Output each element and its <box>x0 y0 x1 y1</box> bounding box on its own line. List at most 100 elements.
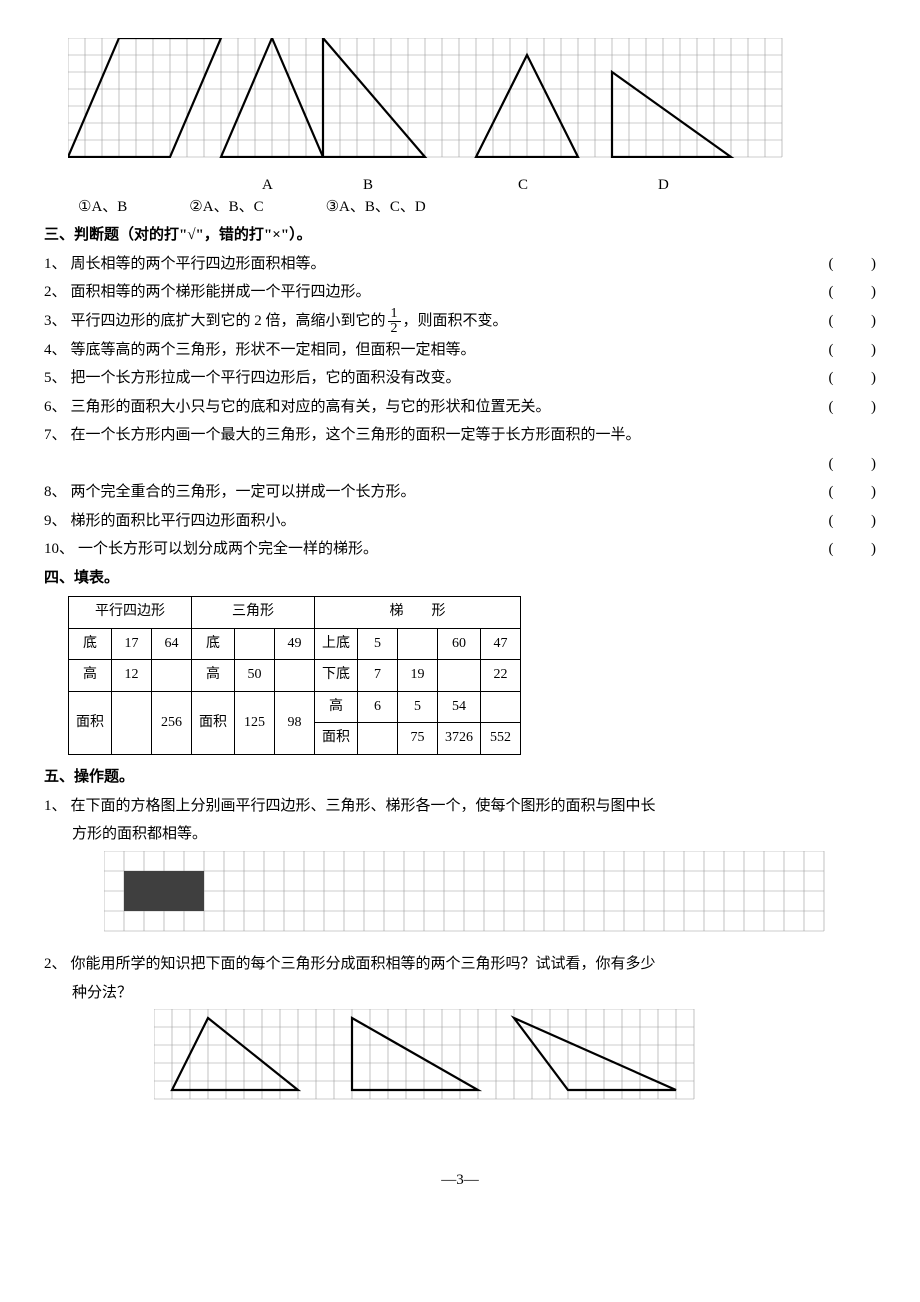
cell: 5 <box>358 628 398 660</box>
cell <box>481 691 521 723</box>
cell <box>358 723 398 755</box>
q-text: 面积相等的两个梯形能拼成一个平行四边形。 <box>71 278 825 307</box>
cell <box>438 660 481 692</box>
judgment-line: 7、在一个长方形内画一个最大的三角形，这个三角形的面积一定等于长方形面积的一半。 <box>44 421 876 450</box>
answer-paren: ( ) <box>829 250 877 279</box>
cell: 上底 <box>315 628 358 660</box>
cell: 12 <box>112 660 152 692</box>
fill-table: 平行四边形 三角形 梯 形 底 17 64 底 49 上底 5 60 47 高 … <box>68 596 521 755</box>
q-num: 10、 <box>44 535 74 564</box>
q-num: 1、 <box>44 250 67 279</box>
q-num: 4、 <box>44 336 67 365</box>
q-text: 在下面的方格图上分别画平行四边形、三角形、梯形各一个，使每个图形的面积与图中长 <box>71 792 876 821</box>
shape-label: B <box>363 171 373 200</box>
heading-4: 四、填表。 <box>44 564 876 593</box>
cell: 高 <box>192 660 235 692</box>
cell <box>275 660 315 692</box>
cell: 64 <box>152 628 192 660</box>
cell <box>398 628 438 660</box>
q-text: 在一个长方形内画一个最大的三角形，这个三角形的面积一定等于长方形面积的一半。 <box>71 421 876 450</box>
cell: 125 <box>235 691 275 754</box>
judgment-line: 5、把一个长方形拉成一个平行四边形后，它的面积没有改变。( ) <box>44 364 876 393</box>
fraction: 12 <box>388 307 401 336</box>
answer-paren: ( ) <box>829 364 877 393</box>
fig-top-options: ①A、B ②A、B、C ③A、B、C、D <box>44 193 876 222</box>
option: ③A、B、C、D <box>326 193 426 222</box>
q-num: 9、 <box>44 507 67 536</box>
answer-paren: ( ) <box>829 278 877 307</box>
q-text: 等底等高的两个三角形，形状不一定相同，但面积一定相等。 <box>71 336 825 365</box>
fig-top-labels: ABCD <box>68 171 876 193</box>
th-parallelogram: 平行四边形 <box>69 597 192 629</box>
cell <box>112 691 152 754</box>
q-num: 5、 <box>44 364 67 393</box>
shape-label: A <box>262 171 273 200</box>
judgment-line: 9、梯形的面积比平行四边形面积小。( ) <box>44 507 876 536</box>
th-triangle: 三角形 <box>192 597 315 629</box>
cell: 高 <box>69 660 112 692</box>
cell: 75 <box>398 723 438 755</box>
cell: 底 <box>192 628 235 660</box>
q-num: 6、 <box>44 393 67 422</box>
answer-paren: ( ) <box>829 307 877 336</box>
answer-paren: ( ) <box>829 393 877 422</box>
option: ①A、B <box>78 193 127 222</box>
judgment-line: 10、一个长方形可以划分成两个完全一样的梯形。( ) <box>44 535 876 564</box>
q-num: 1、 <box>44 792 67 821</box>
cell: 面积 <box>315 723 358 755</box>
cell <box>235 628 275 660</box>
judgment-line: 8、两个完全重合的三角形，一定可以拼成一个长方形。( ) <box>44 478 876 507</box>
cell: 6 <box>358 691 398 723</box>
q-text: 把一个长方形拉成一个平行四边形后，它的面积没有改变。 <box>71 364 825 393</box>
q-num: 8、 <box>44 478 67 507</box>
q-text: 你能用所学的知识把下面的每个三角形分成面积相等的两个三角形吗？试试看，你有多少 <box>71 950 876 979</box>
q-text: 梯形的面积比平行四边形面积小。 <box>71 507 825 536</box>
th-trapezoid: 梯 形 <box>315 597 521 629</box>
answer-paren: ( ) <box>829 450 877 479</box>
answer-paren: ( ) <box>829 535 877 564</box>
cell: 54 <box>438 691 481 723</box>
cell: 高 <box>315 691 358 723</box>
cell: 552 <box>481 723 521 755</box>
judgment-line: 1、周长相等的两个平行四边形面积相等。( ) <box>44 250 876 279</box>
q-num: 2、 <box>44 278 67 307</box>
q-num: 7、 <box>44 421 67 450</box>
q5-1-line2: 方形的面积都相等。 <box>44 820 876 849</box>
q-num: 2、 <box>44 950 67 979</box>
q-num: 3、 <box>44 307 67 336</box>
cell: 47 <box>481 628 521 660</box>
cell: 98 <box>275 691 315 754</box>
q5-1-line1: 1、 在下面的方格图上分别画平行四边形、三角形、梯形各一个，使每个图形的面积与图… <box>44 792 876 821</box>
answer-paren: ( ) <box>829 478 877 507</box>
answer-paren: ( ) <box>829 336 877 365</box>
q5-2-line1: 2、 你能用所学的知识把下面的每个三角形分成面积相等的两个三角形吗？试试看，你有… <box>44 950 876 979</box>
cell: 17 <box>112 628 152 660</box>
heading-5: 五、操作题。 <box>44 763 876 792</box>
cell: 19 <box>398 660 438 692</box>
cell: 面积 <box>69 691 112 754</box>
cell: 60 <box>438 628 481 660</box>
page-number: —3— <box>44 1166 876 1195</box>
cell: 3726 <box>438 723 481 755</box>
q5-1-grid <box>104 851 876 943</box>
q-text: 周长相等的两个平行四边形面积相等。 <box>71 250 825 279</box>
option: ②A、B、C <box>189 193 263 222</box>
cell: 7 <box>358 660 398 692</box>
cell: 面积 <box>192 691 235 754</box>
cell: 49 <box>275 628 315 660</box>
cell: 50 <box>235 660 275 692</box>
q-text: 三角形的面积大小只与它的底和对应的高有关，与它的形状和位置无关。 <box>71 393 825 422</box>
judgment-line: ( ) <box>44 450 876 479</box>
q-text: 平行四边形的底扩大到它的 2 倍，高缩小到它的12，则面积不变。 <box>71 307 825 336</box>
shape-label: D <box>658 171 669 200</box>
judgment-line: 3、平行四边形的底扩大到它的 2 倍，高缩小到它的12，则面积不变。( ) <box>44 307 876 336</box>
cell <box>152 660 192 692</box>
cell: 底 <box>69 628 112 660</box>
cell: 22 <box>481 660 521 692</box>
q-text: 两个完全重合的三角形，一定可以拼成一个长方形。 <box>71 478 825 507</box>
q5-2-grid <box>154 1009 876 1111</box>
fig-top-shapes <box>68 38 876 169</box>
answer-paren: ( ) <box>829 507 877 536</box>
q5-2-line2: 种分法？ <box>44 979 876 1008</box>
judgment-line: 4、等底等高的两个三角形，形状不一定相同，但面积一定相等。( ) <box>44 336 876 365</box>
